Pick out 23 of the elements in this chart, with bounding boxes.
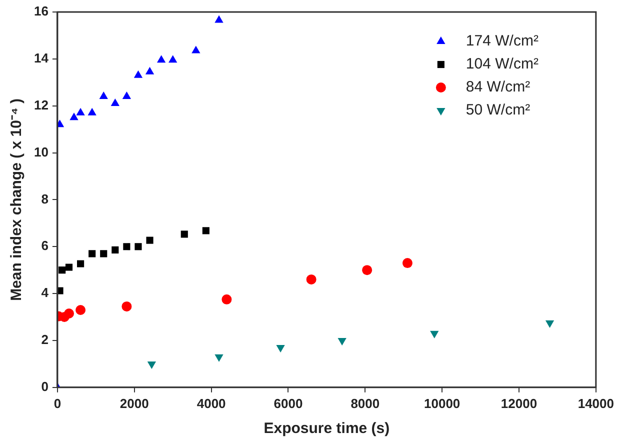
- x-tick-label: 8000: [350, 396, 380, 411]
- x-tick-label: 6000: [274, 396, 303, 411]
- x-tick-label: 4000: [196, 396, 226, 411]
- y-tick-label: 0: [41, 378, 48, 394]
- y-tick-label: 10: [34, 144, 48, 160]
- y-tick-label: 8: [41, 191, 48, 206]
- x-tick-label: 12000: [500, 396, 538, 411]
- y-tick-label: 6: [41, 238, 48, 254]
- y-tick-label: 4: [41, 285, 50, 300]
- x-tick-label: 0: [54, 396, 62, 411]
- y-tick-label: 16: [34, 4, 48, 19]
- legend-label: 84 W/cm²: [466, 78, 530, 96]
- legend-label: 50 W/cm²: [466, 102, 530, 119]
- y-tick-label: 14: [34, 50, 50, 66]
- y-axis-title: Mean index change ( x 10⁻⁴ ): [8, 98, 26, 301]
- legend-label: 104 W/cm²: [466, 56, 538, 73]
- x-tick-label: 10000: [424, 396, 460, 411]
- x-axis-title: Exposure time (s): [264, 420, 390, 438]
- y-tick-label: 12: [34, 97, 48, 112]
- y-tick-label: 2: [41, 332, 48, 348]
- legend-label: 174 W/cm²: [466, 32, 538, 50]
- x-tick-label: 2000: [120, 396, 149, 411]
- x-tick-label: 14000: [578, 396, 614, 411]
